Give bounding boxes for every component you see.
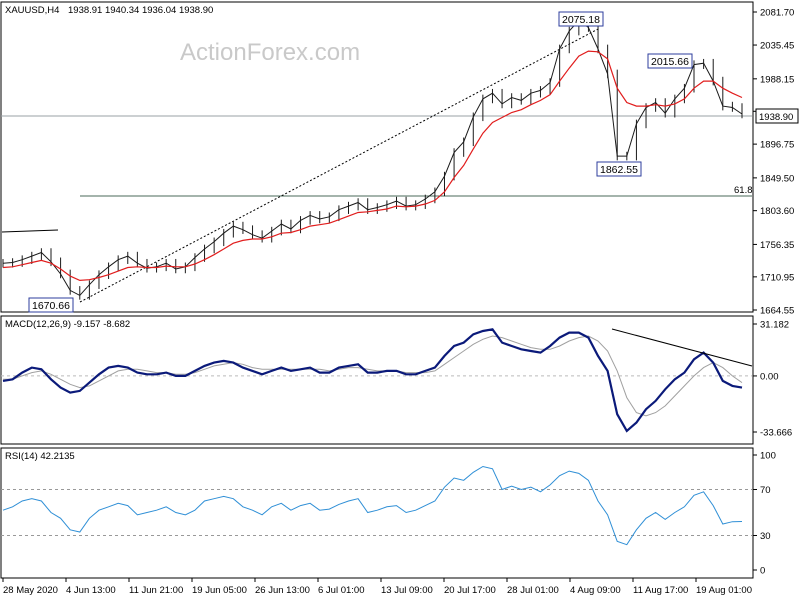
watermark: ActionForex.com xyxy=(180,39,360,66)
rsi-tick-label: 100 xyxy=(760,451,776,462)
rsi-legend: RSI(14) 42.2135 xyxy=(5,451,75,462)
time-tick-label: 11 Jun 21:00 xyxy=(129,585,183,596)
symbol-label: XAUUSD,H4 xyxy=(5,5,59,16)
rsi-tick-label: 30 xyxy=(760,531,771,542)
time-tick-label: 28 Jul 01:00 xyxy=(507,585,559,596)
current-price-tag: 1938.90 xyxy=(755,108,799,124)
price-tick-label: 1756.35 xyxy=(760,240,794,251)
moving-average-line xyxy=(2,50,743,282)
price-tick-label: 2035.45 xyxy=(760,41,794,52)
price-tick-label: 2081.70 xyxy=(760,8,794,19)
annotation-2015: 2015.66 xyxy=(647,53,693,69)
time-x-axis: 28 May 2020 4 Jun 13:00 11 Jun 21:00 19 Jun… xyxy=(2,578,752,596)
price-tick-label: 1849.50 xyxy=(760,173,794,184)
ohlc-readout: 1938.91 1940.34 1936.04 1938.90 xyxy=(68,5,213,16)
fib-level-label: 61.8 xyxy=(734,185,753,196)
macd-panel-frame xyxy=(0,315,754,445)
price-panel-frame xyxy=(0,1,754,313)
short-level-line xyxy=(1,229,59,233)
price-bars-group xyxy=(2,16,743,300)
macd-y-axis: 31.182 0.00 -33.666 xyxy=(1,320,792,439)
annotation-1862: 1862.55 xyxy=(596,161,642,177)
time-tick-label: 19 Jun 05:00 xyxy=(192,585,247,596)
annotation-2015-text: 2015.66 xyxy=(651,56,689,68)
time-tick-label: 26 Jun 13:00 xyxy=(255,585,310,596)
annotation-2075-text: 2075.18 xyxy=(562,14,600,26)
macd-legend: MACD(12,26,9) -9.157 -8.682 xyxy=(5,319,130,330)
rsi-tick-label: 0 xyxy=(760,566,765,577)
annotation-1670-text: 1670.66 xyxy=(32,300,70,312)
time-tick-label: 6 Jul 01:00 xyxy=(318,585,364,596)
price-series-line xyxy=(2,19,743,297)
time-tick-label: 28 May 2020 xyxy=(3,585,58,596)
price-tick-label: 1988.15 xyxy=(760,74,794,85)
time-tick-label: 19 Aug 01:00 xyxy=(696,585,752,596)
macd-tick-label: 31.182 xyxy=(760,320,789,331)
macd-tick-label: 0.00 xyxy=(760,371,779,382)
price-y-axis: 2081.702035.451988.151942.701896.751849.… xyxy=(753,8,794,317)
current-price-text: 1938.90 xyxy=(759,112,793,123)
time-tick-label: 11 Aug 17:00 xyxy=(633,585,688,596)
price-tick-label: 1664.55 xyxy=(760,306,794,317)
annotation-1670: 1670.66 xyxy=(28,297,74,313)
price-tick-label: 1896.75 xyxy=(760,140,794,151)
trendline-dashed xyxy=(79,27,601,303)
time-tick-label: 13 Jul 09:00 xyxy=(381,585,433,596)
macd-tick-label: -33.666 xyxy=(760,428,792,439)
macd-main-line xyxy=(2,328,743,433)
price-tick-label: 1803.60 xyxy=(760,206,794,217)
time-tick-label: 4 Jun 13:00 xyxy=(66,585,116,596)
price-tick-label: 1710.95 xyxy=(760,272,794,283)
macd-trendline xyxy=(611,328,753,367)
time-tick-label: 4 Aug 09:00 xyxy=(570,585,621,596)
rsi-tick-label: 70 xyxy=(760,485,771,496)
rsi-y-axis: 100 70 30 0 xyxy=(1,451,776,577)
macd-signal-line xyxy=(3,335,743,417)
rsi-panel-frame xyxy=(0,447,754,579)
annotation-2075: 2075.18 xyxy=(558,11,604,27)
annotation-1862-text: 1862.55 xyxy=(600,164,638,176)
time-tick-label: 20 Jul 17:00 xyxy=(444,585,496,596)
rsi-line xyxy=(2,465,743,546)
